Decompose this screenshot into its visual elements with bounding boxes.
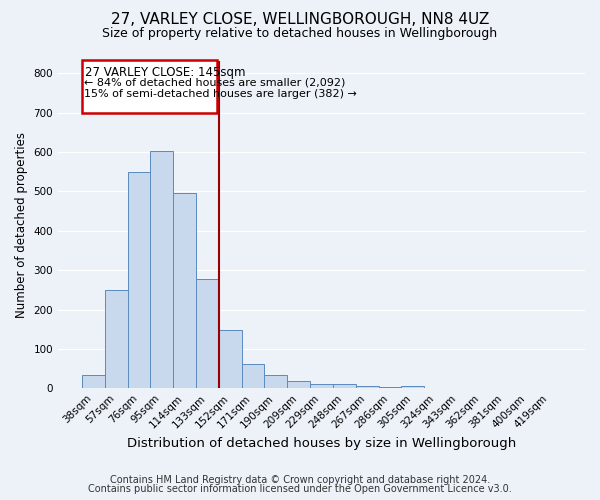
Bar	[173, 194, 196, 388]
Text: Contains HM Land Registry data © Crown copyright and database right 2024.: Contains HM Land Registry data © Crown c…	[110, 475, 490, 485]
Bar	[379, 387, 401, 388]
Bar	[310, 384, 333, 388]
Text: Contains public sector information licensed under the Open Government Licence v3: Contains public sector information licen…	[88, 484, 512, 494]
X-axis label: Distribution of detached houses by size in Wellingborough: Distribution of detached houses by size …	[127, 437, 516, 450]
Bar	[82, 60, 217, 114]
Bar	[401, 386, 424, 388]
Bar	[265, 374, 287, 388]
Text: Size of property relative to detached houses in Wellingborough: Size of property relative to detached ho…	[103, 28, 497, 40]
Bar	[219, 330, 242, 388]
Bar	[105, 290, 128, 388]
Bar	[287, 381, 310, 388]
Bar	[242, 364, 265, 388]
Bar	[356, 386, 379, 388]
Bar	[333, 384, 356, 388]
Y-axis label: Number of detached properties: Number of detached properties	[15, 132, 28, 318]
Text: 15% of semi-detached houses are larger (382) →: 15% of semi-detached houses are larger (…	[84, 89, 356, 99]
Text: 27 VARLEY CLOSE: 145sqm: 27 VARLEY CLOSE: 145sqm	[85, 66, 246, 79]
Text: ← 84% of detached houses are smaller (2,092): ← 84% of detached houses are smaller (2,…	[84, 78, 345, 88]
Bar	[82, 374, 105, 388]
Bar	[128, 172, 151, 388]
Text: 27, VARLEY CLOSE, WELLINGBOROUGH, NN8 4UZ: 27, VARLEY CLOSE, WELLINGBOROUGH, NN8 4U…	[111, 12, 489, 28]
Bar	[196, 279, 219, 388]
Bar	[151, 151, 173, 388]
